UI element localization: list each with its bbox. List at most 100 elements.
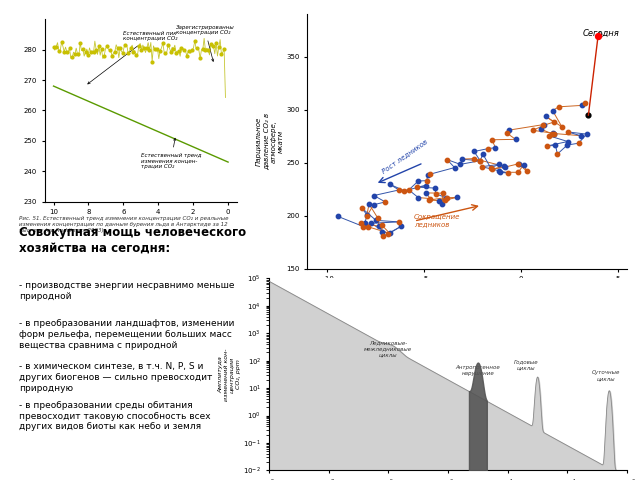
Point (573, 139, 584, 147)
Point (49, 44, 59, 51)
Point (150, 46, 160, 53)
Point (72, 50, 83, 58)
Point (493, 161, 504, 168)
Point (487, 166, 497, 173)
Point (364, 200, 374, 208)
Text: Совокупная мощь человеческого
хозяйства на сегодня:: Совокупная мощь человеческого хозяйства … (19, 226, 246, 254)
Point (67, 54, 77, 61)
Point (51, 43, 61, 50)
Point (161, 49, 171, 57)
Point (93, 42, 104, 50)
Point (513, 168, 524, 176)
Point (536, 126, 547, 133)
Point (360, 219, 371, 227)
Point (88, 48, 99, 56)
Point (205, 40, 216, 48)
Text: Годовые
циклы: Годовые циклы (513, 359, 538, 370)
Point (123, 49, 133, 57)
Point (539, 121, 549, 129)
Point (455, 160, 465, 168)
Text: Рост ледников: Рост ледников (381, 138, 429, 174)
Text: - в преобразовании среды обитания
превосходит таковую способность всех
других ви: - в преобразовании среды обитания превос… (19, 401, 211, 432)
Y-axis label: Парциальное
давление CO₂ в
атмосфере,
мкатм: Парциальное давление CO₂ в атмосфере, мк… (256, 113, 284, 170)
Point (187, 47, 197, 54)
Point (139, 44, 149, 52)
Point (145, 46, 155, 54)
Point (563, 138, 573, 145)
Point (518, 161, 529, 168)
Point (332, 213, 342, 220)
Point (147, 58, 157, 65)
Point (385, 229, 395, 237)
Point (442, 194, 452, 202)
Point (372, 214, 383, 222)
Point (61, 48, 72, 56)
Point (593, 32, 604, 39)
Point (211, 39, 221, 47)
Point (429, 184, 440, 192)
Point (504, 126, 514, 134)
Point (358, 223, 369, 230)
Point (179, 46, 189, 53)
Point (547, 107, 557, 114)
Point (538, 121, 548, 129)
Point (404, 186, 414, 194)
Point (198, 46, 208, 53)
Point (548, 130, 559, 137)
Point (580, 99, 591, 107)
Point (54, 47, 64, 55)
Point (214, 43, 224, 51)
Point (113, 44, 123, 52)
Point (433, 197, 444, 204)
Point (469, 148, 479, 156)
Point (513, 160, 523, 168)
Point (385, 180, 395, 188)
Point (362, 213, 372, 220)
Point (487, 136, 497, 144)
Point (125, 44, 136, 52)
Text: Ледниковые-
межледниковые
циклы: Ледниковые- межледниковые циклы (364, 340, 412, 357)
Point (195, 55, 205, 62)
Point (486, 164, 496, 172)
Point (549, 130, 559, 137)
Point (377, 222, 387, 229)
Point (129, 48, 139, 56)
Point (383, 230, 394, 238)
Point (502, 130, 512, 137)
Point (59, 48, 69, 56)
Point (152, 45, 163, 53)
Point (107, 52, 117, 60)
Point (575, 132, 586, 140)
Point (500, 163, 510, 171)
Point (422, 177, 432, 184)
Point (514, 161, 524, 168)
Point (99, 52, 109, 60)
Point (369, 201, 379, 209)
Point (173, 48, 184, 55)
Point (136, 46, 147, 54)
Point (83, 51, 93, 59)
Point (494, 167, 504, 175)
Point (541, 142, 552, 150)
Point (424, 196, 435, 204)
Point (420, 189, 431, 197)
Point (157, 39, 168, 47)
Point (394, 186, 404, 194)
Point (495, 168, 506, 176)
Point (378, 232, 388, 240)
Point (371, 216, 381, 224)
Point (583, 111, 593, 119)
Point (219, 45, 229, 53)
Point (412, 183, 422, 191)
Point (104, 46, 115, 54)
Point (420, 182, 431, 190)
Point (376, 228, 387, 236)
Point (177, 45, 187, 52)
Point (203, 46, 213, 54)
Point (134, 42, 144, 50)
Point (483, 145, 493, 153)
Point (490, 144, 500, 152)
X-axis label: Отклонения температуры от среднего значения, °С: Отклонения температуры от среднего значе… (381, 288, 554, 293)
Point (394, 218, 404, 226)
Point (115, 44, 125, 52)
